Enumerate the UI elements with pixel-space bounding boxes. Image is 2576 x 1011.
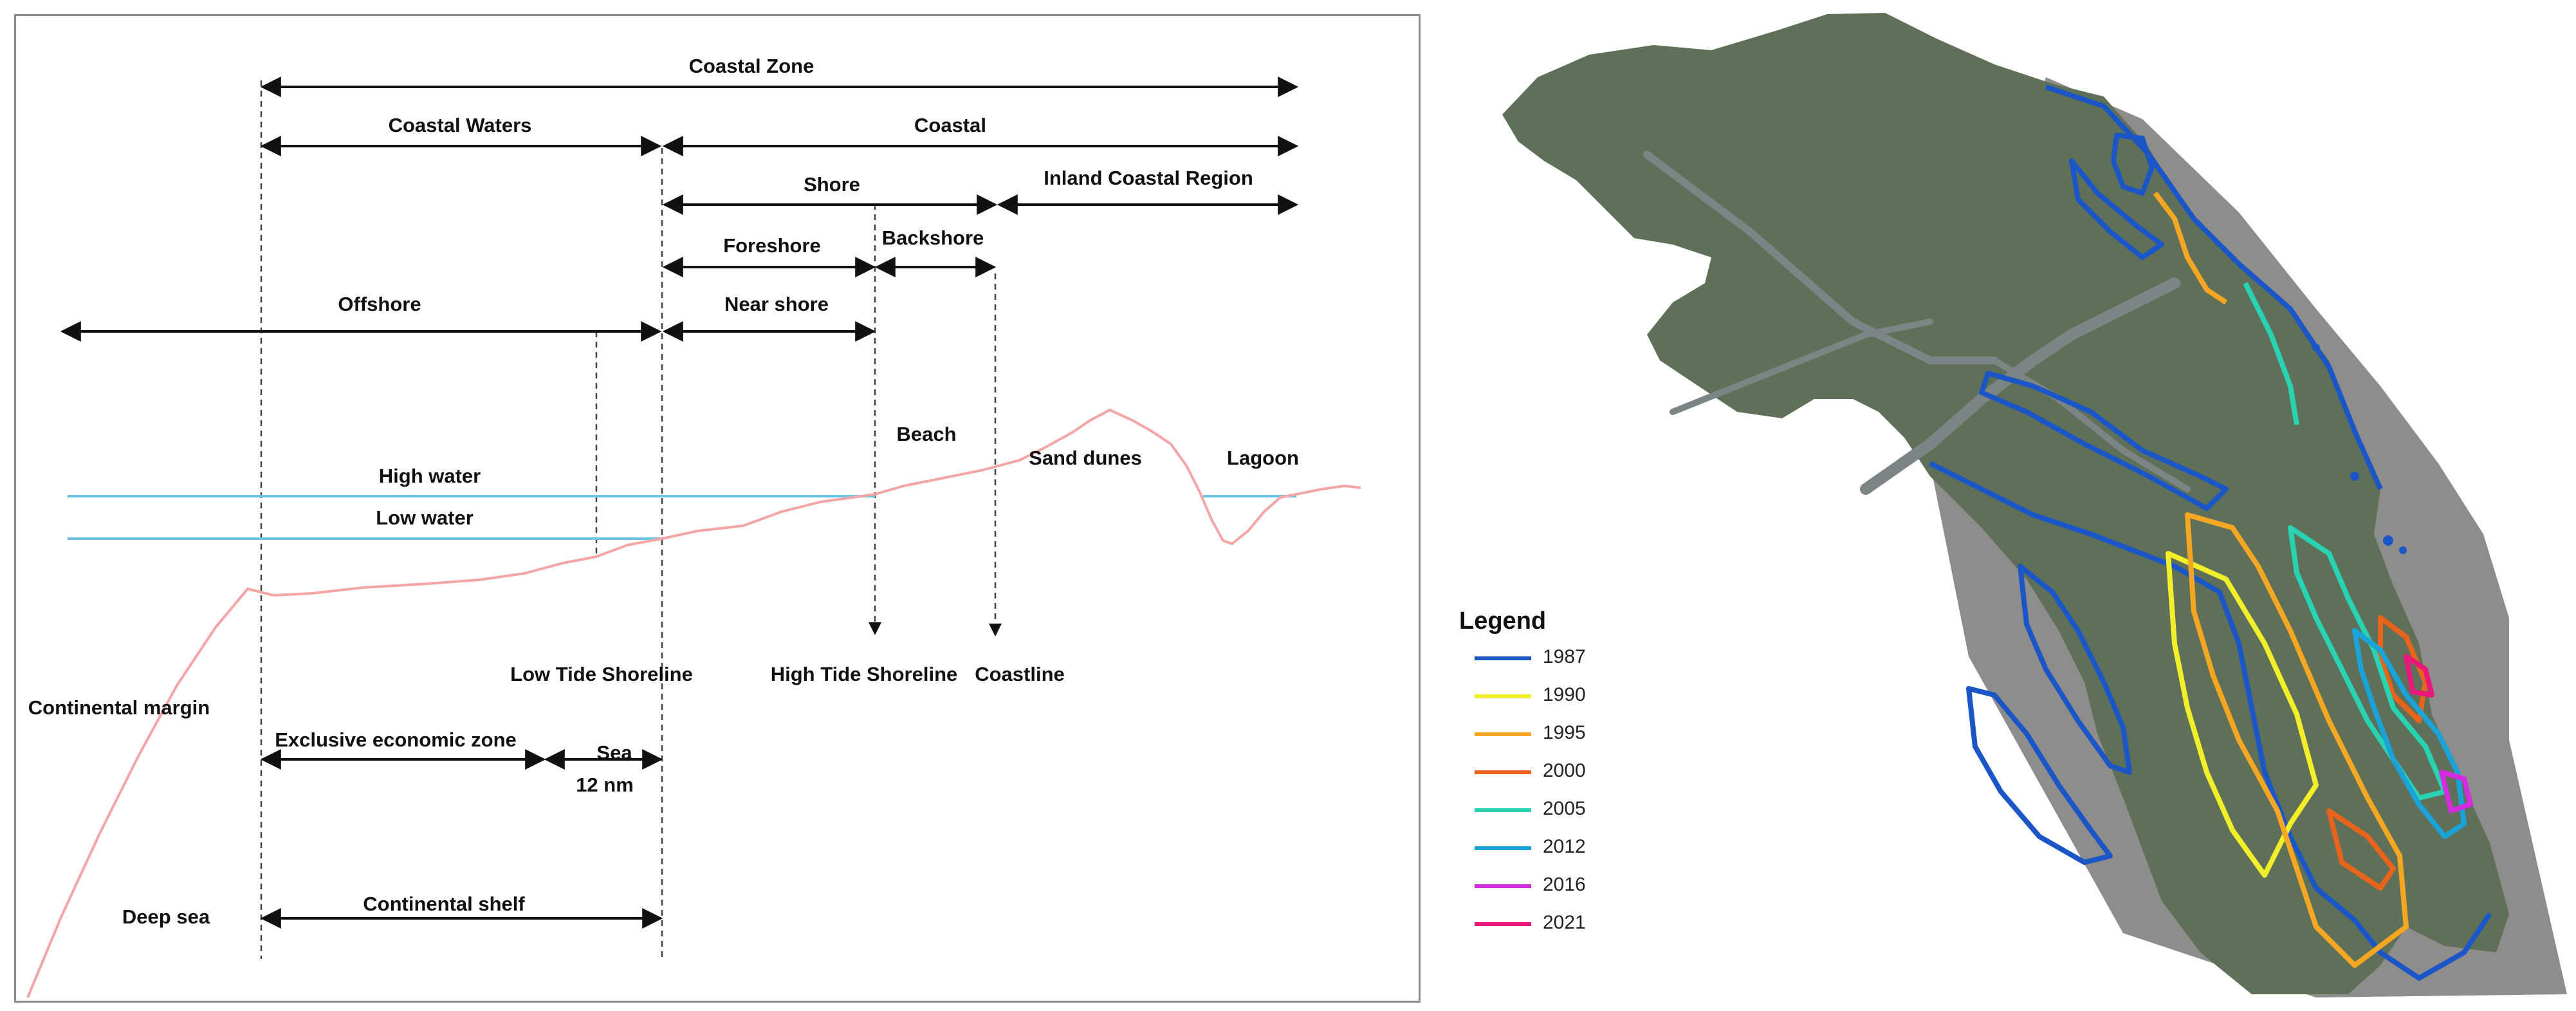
satellite-map [1467,0,2576,1011]
small-islets [2312,344,2407,554]
label-foreshore: Foreshore [723,234,821,257]
outline-1995-north [2153,191,2228,305]
outline-2012 [2352,628,2467,839]
outline-1987-strip [2069,158,2164,260]
outline-1987-island-south [1966,686,2113,865]
label-offshore: Offshore [338,293,421,315]
legend-item-2021: 2021 [1475,912,1623,938]
legend-label-1990: 1990 [1543,684,1586,705]
outline-2005-north [2243,282,2299,425]
legend-label-2005: 2005 [1543,798,1586,819]
label-high-water: High water [379,465,481,487]
legend-label-2000: 2000 [1543,760,1586,781]
diagram-labels: Coastal Zone Coastal Waters Coastal Shor… [28,55,1299,928]
label-coastal-waters: Coastal Waters [389,114,532,136]
label-lagoon: Lagoon [1227,447,1299,469]
label-inland-coastal-region: Inland Coastal Region [1044,167,1253,189]
outline-1987-west-bank [1979,371,2229,511]
satellite-map-svg [1502,13,2567,997]
legend-item-2000: 2000 [1475,760,1623,786]
outline-2021 [2404,654,2434,698]
outline-1987-island-north [2111,133,2155,196]
label-shore: Shore [804,173,860,196]
label-continental-margin: Continental margin [28,696,210,719]
label-beach: Beach [896,423,956,445]
range-arrows [60,77,1299,929]
legend-swatch-1990 [1475,694,1531,698]
label-low-tide-shoreline: Low Tide Shoreline [510,663,693,685]
outline-1987-island-west [2018,564,2132,775]
legend-swatch-2016 [1475,884,1531,888]
river-main [1860,277,2180,495]
river-central [1991,357,2191,492]
outline-2000 [2326,808,2396,891]
label-sand-dunes: Sand dunes [1029,447,1142,469]
label-coastal-zone: Coastal Zone [689,55,814,77]
legend-label-2021: 2021 [1543,912,1586,933]
legend-swatch-2012 [1475,846,1531,850]
outline-2000-east [2378,615,2428,723]
legend-label-1987: 1987 [1543,646,1586,667]
legend-item-1990: 1990 [1475,684,1623,710]
legend-swatch-2005 [1475,808,1531,812]
legend-item-2016: 2016 [1475,874,1623,900]
label-coastal: Coastal [914,114,986,136]
river-north [1643,151,1998,364]
dashed-guide-lines [260,80,1002,959]
outline-2005 [2288,525,2447,801]
water-level-lines [68,495,1296,540]
river-west [1670,319,1933,415]
legend-swatch-2000 [1475,770,1531,774]
label-deep-sea: Deep sea [122,905,210,928]
legend-swatch-1995 [1475,732,1531,736]
outline-1987-north [2045,84,2383,490]
legend-label-2016: 2016 [1543,874,1586,895]
label-high-tide-shoreline: High Tide Shoreline [771,663,958,685]
legend-item-1987: 1987 [1475,646,1623,672]
label-coastline: Coastline [975,663,1065,685]
outline-1987-south-bank [1929,461,2492,981]
reclamation-outlines [1929,84,2492,981]
label-exclusive-economic-zone: Exclusive economic zone [275,728,517,751]
legend-label-2012: 2012 [1543,836,1586,857]
terrain-profile-line [26,408,1361,998]
coastal-zone-diagram-svg: Coastal Zone Coastal Waters Coastal Shor… [26,55,1361,998]
label-12-nm: 12 nm [576,774,634,796]
legend-item-2012: 2012 [1475,836,1623,862]
legend-swatch-2021 [1475,922,1531,926]
legend-title: Legend [1459,608,1547,635]
outline-1990 [2166,551,2319,878]
map-legend: Legend 1987 1990 1995 2000 2005 2012 201… [1455,608,1623,955]
legend-swatch-1987 [1475,656,1531,660]
label-near-shore: Near shore [724,293,829,315]
label-continental-shelf: Continental shelf [363,893,525,915]
rivers [1643,151,2191,495]
label-backshore: Backshore [882,227,984,249]
legend-item-2005: 2005 [1475,798,1623,824]
label-low-water: Low water [376,506,474,529]
legend-item-1995: 1995 [1475,722,1623,748]
label-sea: Sea [596,741,632,764]
outline-2016 [2439,770,2473,813]
outline-1995 [2185,512,2409,968]
legend-label-1995: 1995 [1543,722,1586,743]
coastal-zone-diagram: Coastal Zone Coastal Waters Coastal Shor… [14,14,1421,1003]
